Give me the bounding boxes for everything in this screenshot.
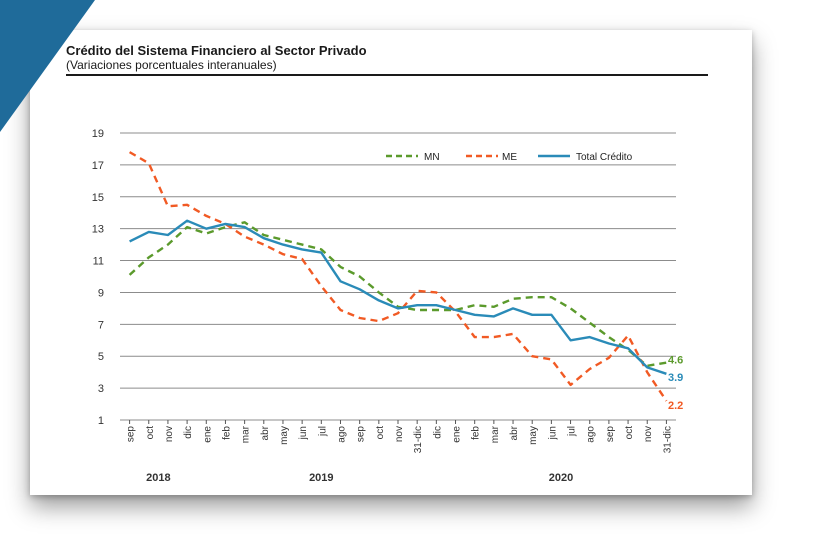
x-tick-label: mar (490, 425, 501, 443)
x-tick-label: oct (624, 426, 635, 440)
x-tick-label: 31-dic (413, 426, 424, 453)
x-tick-label: may (279, 426, 290, 445)
year-label-2019: 2019 (309, 472, 333, 484)
x-tick-label: sep (605, 426, 616, 443)
x-tick-label: ago (336, 426, 347, 443)
x-tick-label: jul (317, 426, 328, 437)
end-label-mn: 4.6 (668, 355, 683, 367)
x-tick-label: nov (164, 426, 175, 442)
title-underline (66, 74, 708, 76)
legend-label: Total Crédito (576, 152, 633, 163)
legend-label: ME (502, 152, 517, 163)
chart-subtitle: (Variaciones porcentuales interanuales) (66, 58, 277, 72)
series-line-me (128, 151, 668, 402)
x-tick-label: dic (183, 426, 194, 439)
chart-title: Crédito del Sistema Financiero al Sector… (66, 43, 367, 58)
y-tick-label: 3 (98, 383, 104, 395)
y-tick-label: 11 (93, 256, 104, 268)
x-tick-label: mar (241, 425, 252, 443)
x-tick-label: oct (375, 426, 386, 440)
x-tick-label: ene (202, 426, 213, 443)
x-tick-label: jun (298, 426, 309, 440)
y-tick-label: 13 (92, 224, 104, 236)
x-tick-label: feb (471, 426, 482, 440)
y-tick-label: 1 (98, 415, 104, 427)
x-tick-label: oct (145, 426, 156, 440)
end-label-total-crédito: 3.9 (668, 372, 683, 384)
y-tick-label: 19 (92, 128, 104, 140)
y-tick-label: 5 (98, 351, 104, 363)
chart-card (30, 30, 752, 495)
x-tick-label: nov (643, 426, 654, 442)
corner-decoration (0, 0, 95, 132)
series-line-mn (128, 221, 667, 367)
year-label-2018: 2018 (146, 472, 170, 484)
x-tick-label: feb (221, 426, 232, 440)
x-tick-label: abr (260, 425, 271, 440)
x-tick-label: dic (432, 426, 443, 439)
x-tick-label: ene (452, 426, 463, 443)
x-tick-label: nov (394, 426, 405, 442)
legend-label: MN (424, 152, 440, 163)
x-tick-label: sep (356, 426, 367, 443)
year-label-2020: 2020 (549, 472, 573, 484)
x-tick-label: jun (547, 426, 558, 440)
series-line-total-crédito (129, 219, 667, 375)
x-tick-label: sep (126, 426, 137, 443)
end-label-me: 2.2 (668, 400, 683, 412)
y-tick-label: 17 (92, 160, 104, 172)
x-tick-label: ago (586, 426, 597, 443)
y-tick-label: 9 (98, 287, 104, 299)
y-tick-label: 7 (98, 319, 104, 331)
x-tick-label: may (528, 426, 539, 445)
x-tick-label: jul (567, 426, 578, 437)
y-tick-label: 15 (92, 192, 104, 204)
x-tick-label: 31-dic (662, 426, 673, 453)
x-tick-label: abr (509, 425, 520, 440)
